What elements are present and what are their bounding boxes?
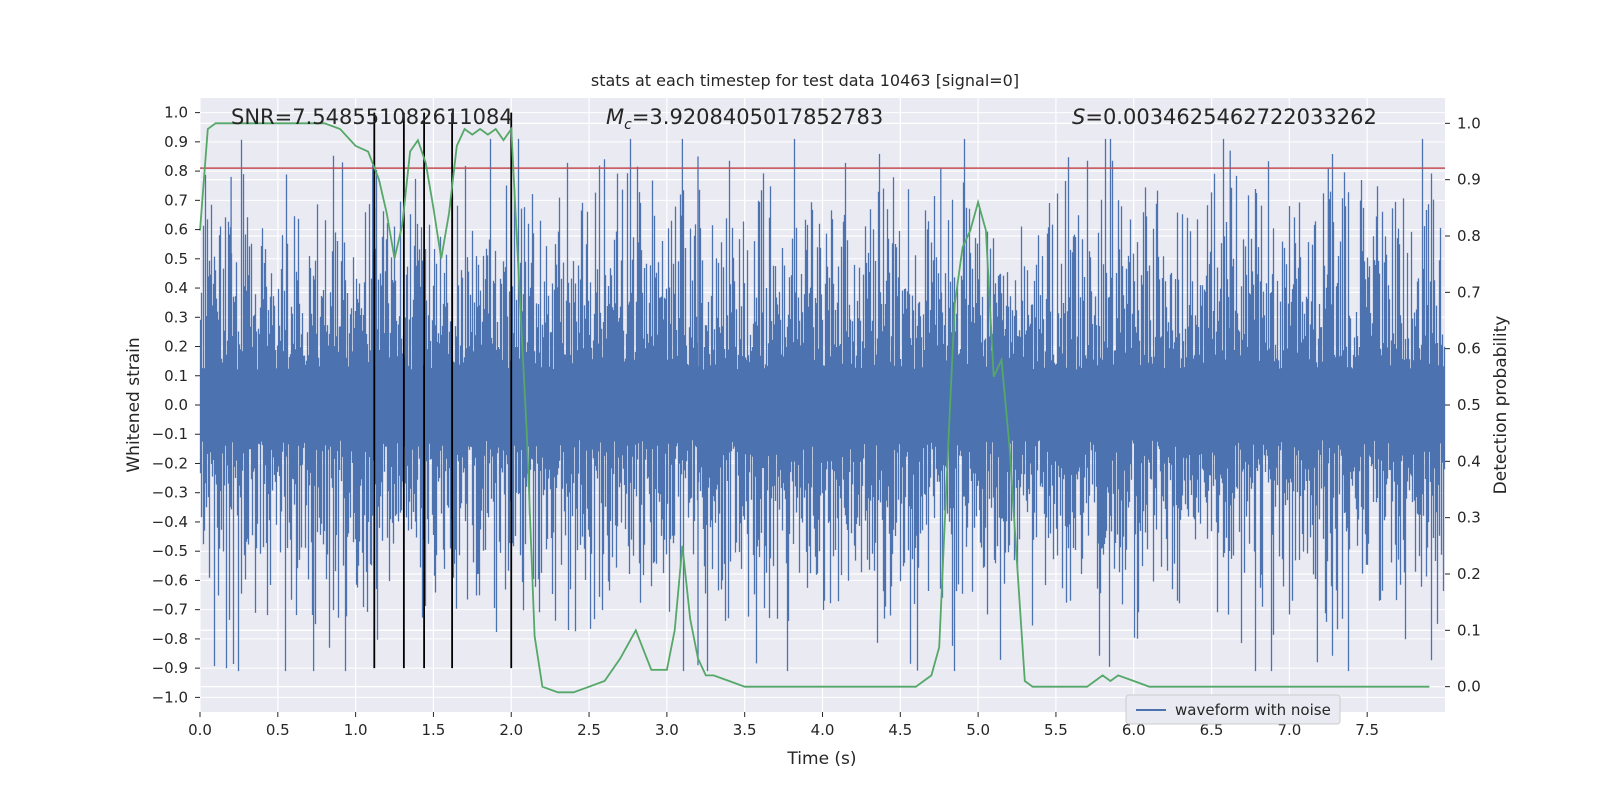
- x-axis-label: Time (s): [786, 749, 856, 769]
- x-tick-label: 2.0: [499, 721, 523, 739]
- y-left-tick-label: −0.7: [152, 601, 188, 619]
- x-tick-label: 2.5: [577, 721, 601, 739]
- chart-title: stats at each timestep for test data 104…: [591, 71, 1019, 90]
- y-right-tick-label: 0.6: [1457, 340, 1481, 358]
- y-left-tick-label: 0.9: [164, 133, 188, 151]
- y-left-tick-label: −0.1: [152, 425, 188, 443]
- x-tick-label: 4.0: [811, 721, 835, 739]
- y-right-axis-label: Detection probability: [1491, 316, 1511, 495]
- y-left-tick-label: −1.0: [152, 688, 188, 706]
- y-right-tick-label: 0.2: [1457, 565, 1481, 583]
- y-left-tick-label: 0.1: [164, 367, 188, 385]
- y-left-tick-label: 0.8: [164, 162, 188, 180]
- legend-box: [1125, 694, 1341, 725]
- y-left-axis-label: Whitened strain: [124, 337, 144, 472]
- y-left-tick-label: −0.6: [152, 571, 188, 589]
- s-value: =0.0034625462722033262: [1085, 105, 1377, 129]
- y-right-tick-label: 0.0: [1457, 678, 1481, 696]
- y-left-tick-label: 0.6: [164, 221, 188, 239]
- y-right-tick-label: 0.7: [1457, 283, 1481, 301]
- y-left-tick-label: 0.5: [164, 250, 188, 268]
- y-left-tick-label: −0.4: [152, 513, 188, 531]
- x-tick-label: 4.5: [888, 721, 912, 739]
- y-right-tick-label: 0.3: [1457, 509, 1481, 527]
- mc-subscript: c: [624, 117, 632, 133]
- y-right-tick-label: 0.5: [1457, 396, 1481, 414]
- y-left-tick-label: 0.4: [164, 279, 188, 297]
- y-left-tick-label: 0.3: [164, 308, 188, 326]
- y-right-tick-label: 0.8: [1457, 227, 1481, 245]
- y-right-tick-label: 1.0: [1457, 114, 1481, 132]
- x-tick-label: 3.5: [733, 721, 757, 739]
- legend: waveform with noise: [1125, 694, 1341, 725]
- y-left-tick-label: 0.2: [164, 338, 188, 356]
- x-tick-label: 6.0: [1122, 721, 1146, 739]
- waveform-with-noise-series: [199, 138, 1446, 672]
- x-tick-label: 0.0: [188, 721, 212, 739]
- y-right-axis-ticks: 0.0 0.1 0.2 0.3 0.4 0.5 0.6 0.7 0.8 0.9 1.0: [1445, 114, 1481, 696]
- s-annotation: S=0.0034625462722033262: [1072, 105, 1377, 129]
- y-left-tick-label: 0.0: [164, 396, 188, 414]
- y-left-tick-label: 1.0: [164, 104, 188, 122]
- legend-entry: waveform with noise: [1175, 701, 1331, 719]
- y-left-tick-label: −0.3: [152, 484, 188, 502]
- x-tick-label: 7.5: [1355, 721, 1379, 739]
- x-tick-label: 5.0: [966, 721, 990, 739]
- y-left-tick-label: 0.7: [164, 191, 188, 209]
- y-right-tick-label: 0.4: [1457, 452, 1481, 470]
- x-tick-label: 3.0: [655, 721, 679, 739]
- y-left-axis-ticks: −1.0 −0.9 −0.8 −0.7 −0.6 −0.5 −0.4 −0.3 −0.2 −0.1…: [152, 104, 200, 706]
- detection-probability-line: [199, 122, 1430, 694]
- mc-annotation: Mc=3.9208405017852783: [606, 105, 883, 133]
- mc-value: =3.9208405017852783: [632, 105, 883, 129]
- y-left-tick-label: −0.2: [152, 454, 188, 472]
- waveform-trace: [199, 138, 1446, 672]
- s-symbol: S: [1072, 105, 1085, 129]
- y-right-tick-label: 0.1: [1457, 621, 1481, 639]
- x-axis-ticks: 0.0 0.5 1.0 1.5 2.0 2.5 3.0 3.5 4.0 4.5 5.0 5.5 6.0 6…: [188, 712, 1379, 739]
- y-left-tick-label: −0.8: [152, 630, 188, 648]
- y-left-tick-label: −0.5: [152, 542, 188, 560]
- y-right-tick-label: 0.9: [1457, 171, 1481, 189]
- x-tick-label: 1.5: [422, 721, 446, 739]
- mc-symbol: M: [606, 105, 624, 129]
- x-tick-label: 7.0: [1277, 721, 1301, 739]
- x-tick-label: 6.5: [1200, 721, 1224, 739]
- x-tick-label: 1.0: [344, 721, 368, 739]
- x-tick-label: 5.5: [1044, 721, 1068, 739]
- snr-annotation: SNR=7.548551082611084: [231, 105, 513, 129]
- y-left-tick-label: −0.9: [152, 659, 188, 677]
- x-tick-label: 0.5: [266, 721, 290, 739]
